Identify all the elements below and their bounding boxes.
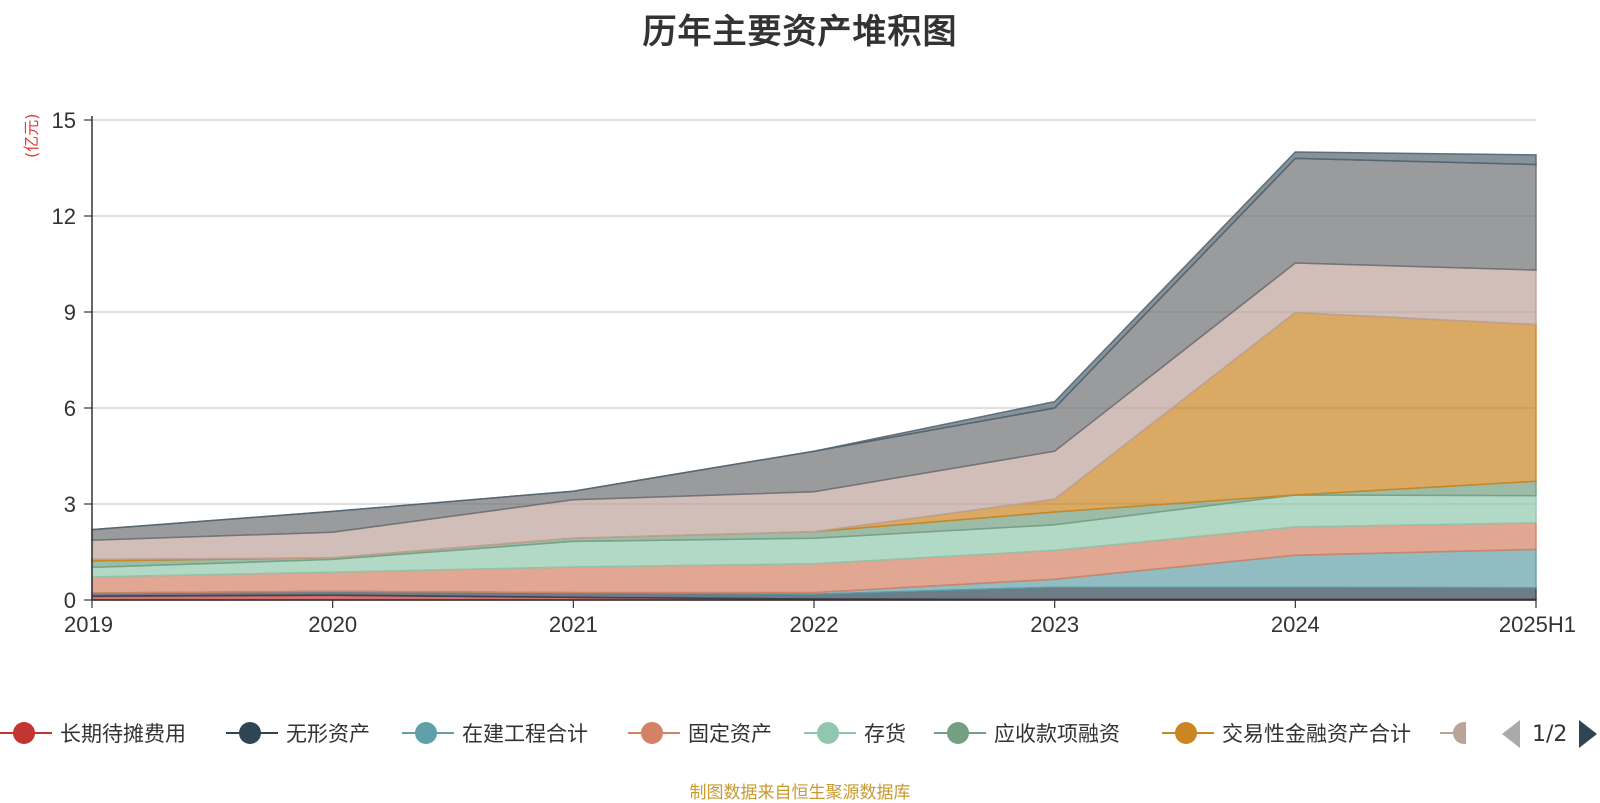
axes-group: 0 3 6 9 12 15 2019 2020 2021 2022 2023 2024 2025H1 <box>52 108 1576 637</box>
legend-marker-icon <box>1440 718 1466 748</box>
legend-marker-dot <box>1453 722 1466 744</box>
x-tick-label-3: 2022 <box>790 612 839 637</box>
y-tick-label-5: 15 <box>52 108 76 133</box>
area-series-9 <box>91 151 1537 531</box>
legend-marker-dot <box>1175 722 1197 744</box>
x-tick-label-1: 2020 <box>308 612 357 637</box>
legend-marker-dot <box>415 722 437 744</box>
legend-marker-icon <box>0 718 52 748</box>
legend-marker-icon <box>628 718 680 748</box>
x-tick-label-0: 2019 <box>64 612 113 637</box>
legend: 长期待摊费用 无形资产 在建工程合计 固定资产 存货 应收款项融资 交易性金融资产合计 <box>0 715 1600 755</box>
legend-marker-icon <box>402 718 454 748</box>
chart-title: 历年主要资产堆积图 <box>642 12 958 52</box>
legend-label: 长期待摊费用 <box>60 722 186 746</box>
legend-page-indicator: 1/2 <box>1532 721 1568 747</box>
data-source-note: 制图数据来自恒生聚源数据库 <box>689 783 911 803</box>
legend-label: 存货 <box>864 722 906 746</box>
legend-item-1[interactable]: 无形资产 <box>226 715 370 751</box>
y-tick-label-0: 0 <box>64 588 76 613</box>
legend-item-0[interactable]: 长期待摊费用 <box>0 715 186 751</box>
legend-marker-dot <box>239 722 261 744</box>
legend-item-5[interactable]: 应收款项融资 <box>934 715 1120 751</box>
legend-label: 在建工程合计 <box>462 722 588 746</box>
legend-next-page-icon[interactable] <box>1579 720 1598 748</box>
x-tick-label-2: 2021 <box>549 612 598 637</box>
legend-item-4[interactable]: 存货 <box>804 715 906 751</box>
area-series-group <box>91 151 1537 601</box>
legend-item-partial[interactable] <box>1440 715 1466 751</box>
legend-marker-icon <box>804 718 856 748</box>
legend-marker-dot <box>13 722 35 744</box>
legend-marker-dot <box>817 722 839 744</box>
x-tick-label-4: 2023 <box>1030 612 1079 637</box>
legend-item-3[interactable]: 固定资产 <box>628 715 772 751</box>
legend-marker-icon <box>226 718 278 748</box>
legend-prev-page-icon[interactable] <box>1502 720 1520 748</box>
legend-item-2[interactable]: 在建工程合计 <box>402 715 588 751</box>
x-tick-label-5: 2024 <box>1271 612 1320 637</box>
stacked-area-chart: 0 3 6 9 12 15 2019 2020 2021 2022 2023 2024 2025H1 <box>52 108 1576 637</box>
legend-label: 固定资产 <box>688 722 772 746</box>
legend-pager: 1/2 <box>1502 716 1598 752</box>
legend-marker-icon <box>1162 718 1214 748</box>
legend-label: 交易性金融资产合计 <box>1222 722 1411 746</box>
legend-marker-icon <box>934 718 986 748</box>
legend-marker-dot <box>641 722 663 744</box>
legend-label: 无形资产 <box>286 722 370 746</box>
y-tick-label-3: 9 <box>64 300 76 325</box>
legend-label: 应收款项融资 <box>994 722 1120 746</box>
legend-item-6[interactable]: 交易性金融资产合计 <box>1162 715 1411 751</box>
x-tick-label-6: 2025H1 <box>1499 612 1576 637</box>
y-tick-label-4: 12 <box>52 204 76 229</box>
legend-marker-dot <box>947 722 969 744</box>
y-tick-label-1: 3 <box>64 492 76 517</box>
y-tick-label-2: 6 <box>64 396 76 421</box>
